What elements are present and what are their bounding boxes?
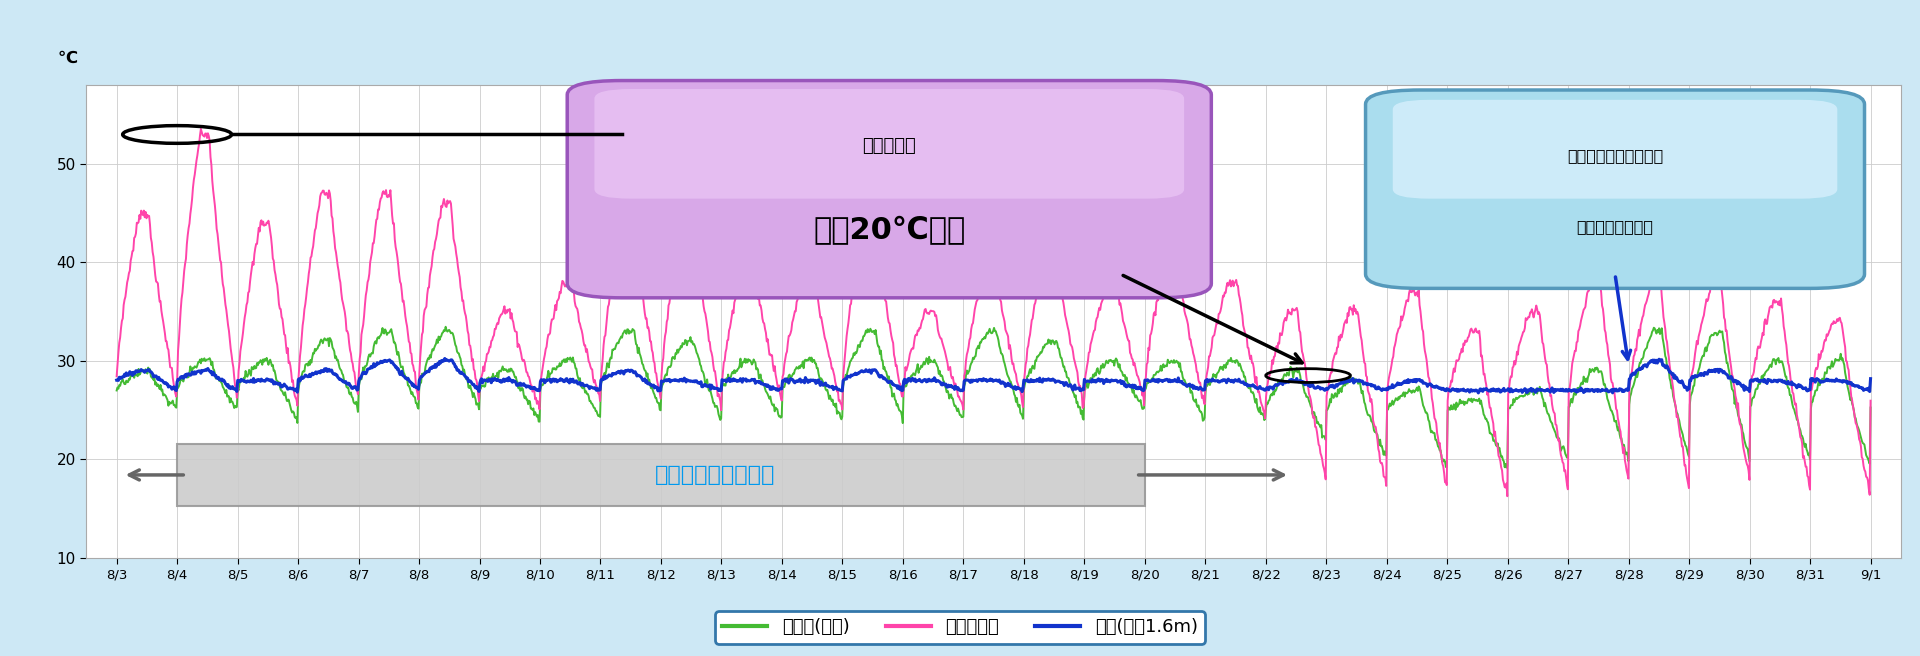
Legend: 外気温(福山), 屋根裏温度, 室温(床上1.6m): 外気温(福山), 屋根裏温度, 室温(床上1.6m) xyxy=(714,611,1206,644)
Text: クーラー稼働中につき: クーラー稼働中につき xyxy=(1567,148,1663,163)
Text: 天井裏温度: 天井裏温度 xyxy=(862,136,916,155)
FancyBboxPatch shape xyxy=(1392,100,1837,199)
FancyBboxPatch shape xyxy=(595,89,1185,199)
FancyBboxPatch shape xyxy=(1365,90,1864,289)
FancyBboxPatch shape xyxy=(177,444,1144,506)
Text: クールサーム塗装中: クールサーム塗装中 xyxy=(655,465,776,485)
Text: 室内温度ほぼ一定: 室内温度ほぼ一定 xyxy=(1576,219,1653,234)
Text: ℃: ℃ xyxy=(58,49,77,66)
FancyBboxPatch shape xyxy=(566,81,1212,298)
Text: 最大20℃低下: 最大20℃低下 xyxy=(814,216,966,245)
